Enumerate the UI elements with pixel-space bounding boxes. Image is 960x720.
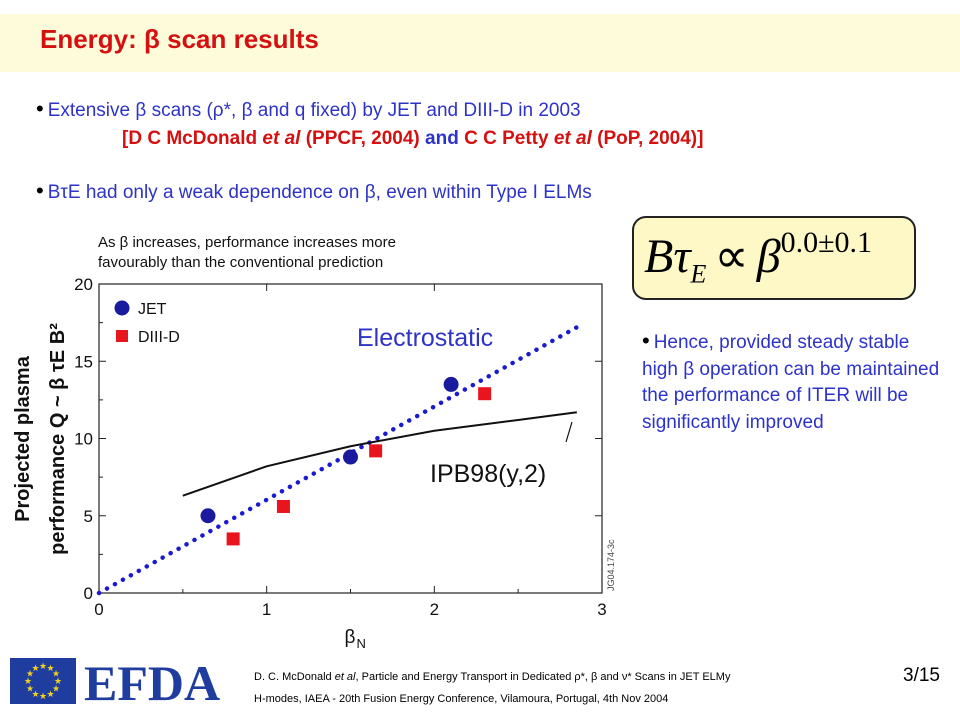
x-tick-label: 1 xyxy=(262,600,271,619)
plot-area: 0 1 2 3 0 5 10 15 20 β N Projected plasma performanc… xyxy=(12,275,616,650)
y-tick-label: 10 xyxy=(74,430,93,449)
footer-etal: et al xyxy=(334,671,356,683)
y-tick-label: 20 xyxy=(74,275,93,294)
legend-jet-marker xyxy=(114,300,130,316)
eu-star-icon: ★ xyxy=(52,670,60,680)
y-tick-label: 15 xyxy=(74,352,93,371)
ipb98-pointer xyxy=(565,421,573,443)
efda-wordmark: EFDA xyxy=(84,656,220,711)
eu-star-icon: ★ xyxy=(39,692,47,702)
formula-lhs: Bτ xyxy=(644,230,691,283)
legend-label: DIII-D xyxy=(138,329,180,346)
title-band xyxy=(0,14,960,72)
y-axis-label-line2: performance Q ~ β τE B² xyxy=(47,323,69,555)
eu-star-icon: ★ xyxy=(46,690,54,700)
eu-star-icon: ★ xyxy=(26,670,34,680)
chart-title-line2: favourably than the conventional predict… xyxy=(98,254,383,271)
ref-etal-2: et al xyxy=(553,128,592,149)
bullet-dot: • xyxy=(642,328,650,353)
ipb98-curve xyxy=(182,411,577,497)
eu-stars: ★ ★★★★★★★★★★★ xyxy=(24,662,62,702)
bullet-1: • Extensive β scans (ρ*, β and q fixed) b… xyxy=(36,96,581,122)
formula-base: β xyxy=(756,230,781,283)
page-number: 3/15 xyxy=(903,665,940,686)
ref-mid-1: (PPCF, 2004) xyxy=(300,128,426,149)
jet-point xyxy=(343,449,358,465)
eu-star-icon: ★ xyxy=(46,664,54,674)
chart-title-line1: As β increases, performance increases mo… xyxy=(98,234,396,251)
conclusion-text: Hence, provided steady stable high β ope… xyxy=(642,332,940,433)
bullet-dot: • xyxy=(36,96,44,121)
formula: BτE ∝ β0.0±0.1 xyxy=(644,226,872,290)
ref-and: and xyxy=(425,128,459,149)
eu-star-icon: ★ xyxy=(54,677,62,687)
footer-paper-title: , Particle and Energy Transport in Dedic… xyxy=(355,671,731,683)
diiid-point xyxy=(369,444,383,458)
electrostatic-label: Electrostatic xyxy=(357,324,493,352)
ipb98-label: IPB98(y,2) xyxy=(430,460,546,488)
conclusion: • Hence, provided steady stable high β op… xyxy=(642,328,942,436)
beta-scan-chart: As β increases, performance increases mo… xyxy=(12,234,616,650)
bullet-1-text: Extensive β scans (ρ*, β and q fixed) by… xyxy=(47,100,581,121)
eu-star-icon: ★ xyxy=(24,677,32,687)
reference-line: [D C McDonald et al (PPCF, 2004) and C C… xyxy=(122,128,703,150)
footer-author: D. C. McDonald xyxy=(254,671,335,683)
electrostatic-line xyxy=(96,325,580,596)
figure-tag: JG04.174-3c xyxy=(606,539,616,591)
legend-label: JET xyxy=(138,301,167,318)
eu-star-icon: ★ xyxy=(31,690,39,700)
formula-box xyxy=(632,216,916,300)
diiid-point xyxy=(276,499,290,513)
bullet-2: • BτE had only a weak dependence on β, ev… xyxy=(36,178,592,204)
slide-title: Energy: β scan results xyxy=(40,24,319,54)
jet-point xyxy=(443,376,459,392)
x-tick-label: 3 xyxy=(597,600,606,619)
x-tick-label: 0 xyxy=(94,600,103,619)
bullet-dot: • xyxy=(36,178,44,203)
ref-mid-2: C C Petty xyxy=(458,128,554,149)
formula-sub: E xyxy=(690,259,707,289)
efda-logo: ★ ★★★★★★★★★★★ EFDA xyxy=(10,656,220,711)
y-tick-label: 5 xyxy=(84,507,93,526)
eu-star-icon: ★ xyxy=(26,685,34,695)
y-axis-label-line1: Projected plasma xyxy=(12,355,34,522)
jet-point xyxy=(200,508,216,524)
formula-prop: ∝ xyxy=(714,230,749,283)
footer-line-1: D. C. McDonald et al, Particle and Energ… xyxy=(254,666,730,688)
footer-line-2: H-modes, IAEA - 20th Fusion Energy Confe… xyxy=(254,693,669,705)
legend-diiid-marker xyxy=(116,330,128,342)
eu-star-icon: ★ xyxy=(31,664,39,674)
ref-open: [D C McDonald xyxy=(122,128,263,149)
ref-close: (PoP, 2004)] xyxy=(591,128,704,149)
bullet-2-text: BτE had only a weak dependence on β, eve… xyxy=(47,182,592,203)
x-axis-label: β xyxy=(345,627,356,648)
footer-citation: D. C. McDonald et al, Particle and Energ… xyxy=(254,666,730,710)
y-tick-label: 0 xyxy=(84,584,93,603)
diiid-point xyxy=(226,532,240,546)
eu-star-icon: ★ xyxy=(52,685,60,695)
x-tick-label: 2 xyxy=(430,600,439,619)
formula-exp: 0.0±0.1 xyxy=(780,226,873,259)
ref-etal-1: et al xyxy=(262,128,301,149)
x-axis-label-sub: N xyxy=(357,636,366,650)
eu-flag xyxy=(10,658,76,704)
diiid-point xyxy=(478,387,492,401)
eu-star-icon: ★ xyxy=(39,662,47,672)
